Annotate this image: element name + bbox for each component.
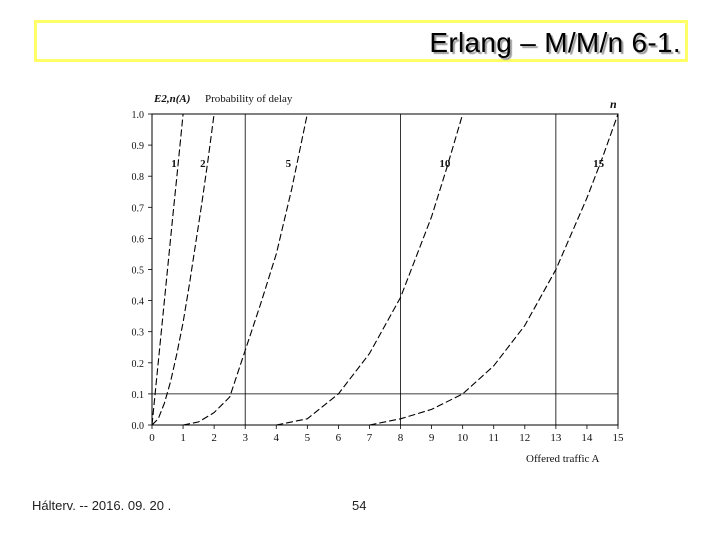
series-label-n10: 10 <box>439 158 451 170</box>
x-tick-label: 12 <box>519 432 530 444</box>
series-curve-n5 <box>182 113 308 426</box>
y-tick-label: 0.0 <box>132 421 145 432</box>
y-tick-label: 0.2 <box>132 359 145 370</box>
x-tick-label: 0 <box>149 432 155 444</box>
x-tick-label: 1 <box>180 432 186 444</box>
plot-frame <box>151 113 619 426</box>
title-box: Erlang – M/M/n 6-1. <box>34 20 688 62</box>
series-label-n5: 5 <box>286 158 292 170</box>
x-tick-label: 9 <box>429 432 435 444</box>
y-tick-label: 0.4 <box>132 297 145 308</box>
x-tick-label: 8 <box>398 432 404 444</box>
x-tick-label: 6 <box>336 432 342 444</box>
series-label-n1: 1 <box>171 158 177 170</box>
x-tick-label: 10 <box>457 432 469 444</box>
y-tick-label: 0.7 <box>132 203 145 214</box>
page-title: Erlang – M/M/n 6-1. <box>429 27 681 58</box>
x-tick-label: 7 <box>367 432 373 444</box>
x-tick-label: 3 <box>242 432 248 444</box>
x-tick-label: 13 <box>550 432 562 444</box>
x-axis-label: Offered traffic A <box>526 453 600 465</box>
x-tick-label: 14 <box>581 432 593 444</box>
series-curve-n1 <box>151 113 184 426</box>
series-curve-n15 <box>369 113 619 426</box>
tick-layer: 0 1 2 3 4 5 6 7 8 9 10 11 12 13 14 150.00.10.20.30.40.5… <box>132 110 625 444</box>
y-tick-label: 0.8 <box>132 172 145 183</box>
y-axis-label: Probability of delay <box>205 93 293 105</box>
x-tick-label: 15 <box>613 432 625 444</box>
y-tick-label: 1.0 <box>132 110 145 121</box>
series-axis-label: n <box>610 97 617 111</box>
x-tick-label: 2 <box>211 432 217 444</box>
erlang-c-chart: 1 2 5 10 15 0 1 2 3 4 5 6 7 8 9 10 11 12 13 14 150.00.10.20… <box>132 93 625 465</box>
x-tick-label: 11 <box>488 432 499 444</box>
series-curve-n2 <box>151 113 215 426</box>
y-axis-symbol: E2,n(A) <box>153 93 190 105</box>
page-number: 54 <box>352 498 367 513</box>
y-tick-label: 0.6 <box>132 234 145 245</box>
grid-layer <box>151 113 619 426</box>
x-tick-label: 4 <box>274 432 280 444</box>
series-label-n15: 15 <box>593 158 605 170</box>
y-tick-label: 0.3 <box>132 328 145 339</box>
y-tick-label: 0.1 <box>132 390 145 401</box>
x-tick-label: 5 <box>305 432 311 444</box>
series-label-n2: 2 <box>200 158 206 170</box>
curve-layer: 1 2 5 10 15 <box>151 113 619 426</box>
footer-text: Hálterv. -- 2016. 09. 20 . <box>32 498 172 513</box>
series-curve-n10 <box>276 113 464 426</box>
y-tick-label: 0.9 <box>132 141 145 152</box>
label-layer: E2,n(A) Probability of delay n Offered t… <box>153 93 617 465</box>
y-tick-label: 0.5 <box>132 266 145 277</box>
